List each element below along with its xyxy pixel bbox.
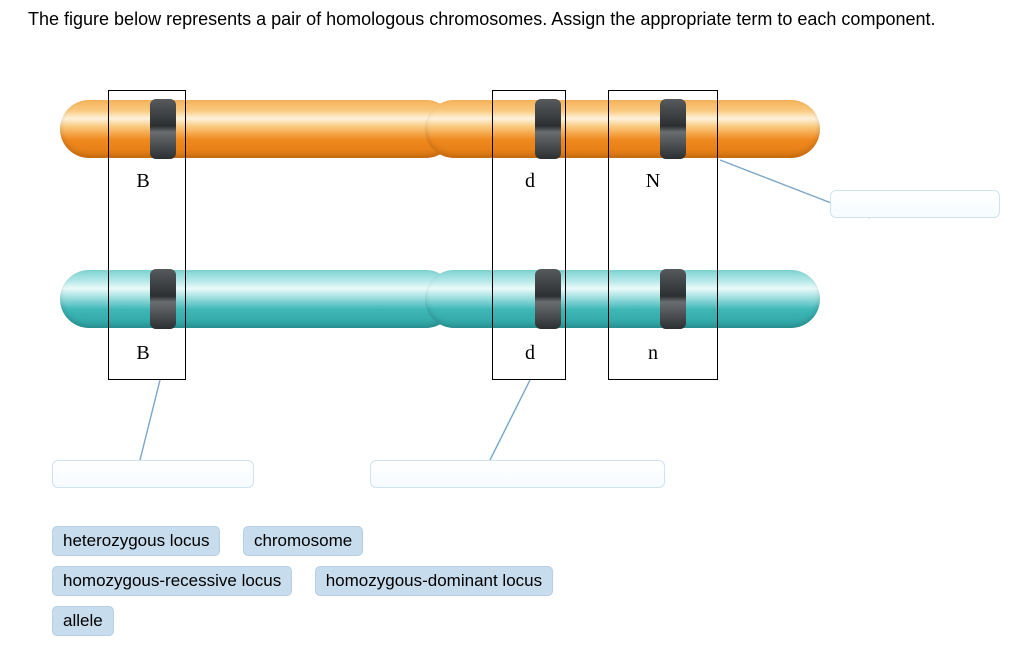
label-top-N: N (638, 170, 668, 193)
chromosome-diagram: B d N B d n (40, 80, 980, 420)
question-prompt: The figure below represents a pair of ho… (28, 8, 948, 31)
chip-heterozygous-locus[interactable]: heterozygous locus (52, 526, 220, 556)
chip-homozygous-dominant-locus[interactable]: homozygous-dominant locus (315, 566, 553, 596)
chip-homozygous-recessive-locus[interactable]: homozygous-recessive locus (52, 566, 292, 596)
term-bank: heterozygous locus chromosome homozygous… (52, 526, 692, 646)
dropzone-left[interactable] (52, 460, 254, 488)
dropzone-right[interactable] (830, 190, 1000, 218)
label-bot-B: B (128, 342, 158, 365)
dropzone-middle[interactable] (370, 460, 665, 488)
locus-box-N (608, 90, 718, 380)
label-bot-n: n (638, 342, 668, 365)
locus-box-B (108, 90, 186, 380)
locus-box-d (492, 90, 566, 380)
chip-chromosome[interactable]: chromosome (243, 526, 363, 556)
label-bot-d: d (515, 342, 545, 365)
label-top-B: B (128, 170, 158, 193)
label-top-d: d (515, 170, 545, 193)
